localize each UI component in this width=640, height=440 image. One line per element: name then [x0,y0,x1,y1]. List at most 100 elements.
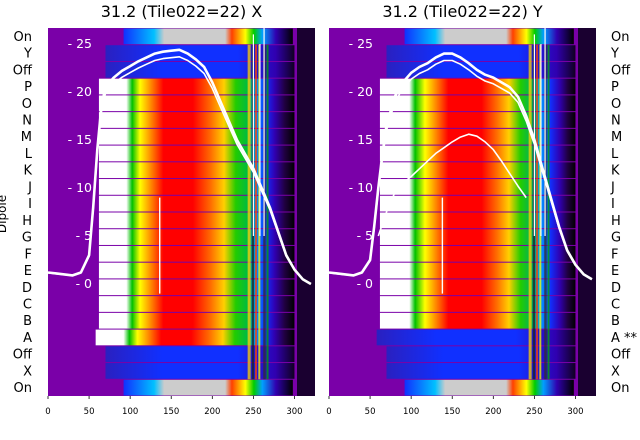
heatmap-row-11 [98,195,295,212]
heatmap-row-17 [379,296,576,312]
heatmap-row-10 [379,179,576,195]
y-axis-label: Dipole [0,195,9,233]
y-tick-label: - 15 [68,132,92,147]
row-label: I [28,197,32,212]
x-tick-label: 300 [567,407,583,417]
stripe-6 [547,44,550,380]
heatmap-row-1 [123,28,293,45]
row-label: H [22,214,32,229]
secondary-line [377,133,527,237]
row-label: L [611,147,619,162]
heatmap-row-8 [379,145,576,162]
stripe-1 [528,44,532,380]
row-label: M [611,130,622,145]
y-tick-label: - 20 [349,84,373,99]
heatmap-row-19 [95,329,295,346]
heatmap-row-19 [376,329,576,346]
row-label: P [24,80,32,95]
stripe-3 [536,44,539,380]
x-tick-label: 0 [45,407,50,417]
heatmap-row-9 [98,162,295,179]
heatmap-row-6 [98,112,295,128]
heatmap-row-15 [98,262,295,279]
y-tick-label: - 25 [349,36,373,51]
x-tick-label: 250 [245,407,261,417]
x-tick-label: 200 [204,407,220,417]
row-label: Off [13,348,33,363]
row-label: P [611,80,619,95]
row-label: D [611,281,621,296]
row-label: X [611,364,620,379]
row-label: Off [611,348,631,363]
row-label: On [611,30,629,45]
row-label: N [22,114,32,129]
heatmap-row-20 [105,346,295,363]
plot-area [48,28,315,396]
row-label: Off [611,63,631,78]
chart-title: 31.2 (Tile022=22) X [101,2,263,21]
y-tick-label: - 10 [68,180,92,195]
row-label: E [611,264,619,279]
row-label: H [611,214,621,229]
x-tick-label: 0 [326,407,331,417]
y-tick-label: - 0 [76,276,92,291]
row-label: K [611,164,620,179]
heatmap-row-17 [98,296,295,312]
panel-y: 31.2 (Tile022=22) Y 0 50 100 150 200 250 300 - 0… [326,2,637,417]
heatmap-row-12 [98,212,295,229]
row-label: X [23,364,32,379]
row-label: A ** [611,331,638,346]
heatmap-row-5 [379,95,576,112]
heatmap-row-13 [379,229,576,245]
heatmap-row-1 [404,28,574,45]
heatmap-row-13 [98,229,295,245]
x-tick-label: 100 [122,407,138,417]
row-label: B [611,314,620,329]
row-label: G [611,231,621,246]
heatmap-row-21 [105,363,295,379]
stripe-1 [247,44,251,380]
stripe-3 [255,44,258,380]
row-label: C [23,298,32,313]
row-label: L [25,147,33,162]
y-tick-label: - 25 [68,36,92,51]
stripe-4 [258,44,261,380]
heatmap-row-16 [379,279,576,296]
heatmap-row-11 [379,195,576,212]
heatmap-row-21 [386,363,576,379]
chart-title: 31.2 (Tile022=22) Y [382,2,543,21]
heatmap-row-15 [379,262,576,279]
x-tick-label: 250 [526,407,542,417]
row-label: D [22,281,32,296]
y-tick-label: - 0 [357,276,373,291]
x-tick-label: 50 [365,407,376,417]
row-label: A [23,331,32,346]
plot-edge-dark [578,28,596,396]
heatmap-row-2 [386,45,576,61]
heatmap-row-2 [105,45,295,61]
row-label: Y [610,47,619,62]
heatmap-row-14 [98,245,295,262]
y-tick-label: - 15 [349,132,373,147]
heatmap-row-12 [379,212,576,229]
plot-edge-dark [297,28,315,396]
heatmap-row-4 [379,78,576,95]
row-label: F [611,247,618,262]
row-label: O [22,97,32,112]
y-tick-label: - 20 [68,84,92,99]
heatmap-row-18 [379,312,576,329]
row-label: N [611,114,621,129]
row-label: Off [13,63,33,78]
x-tick-label: 150 [444,407,460,417]
heatmap-row-18 [98,312,295,329]
x-tick-label: 150 [163,407,179,417]
row-label: J [610,180,615,195]
row-label: I [611,197,615,212]
row-label: M [21,130,32,145]
heatmap-row-5 [98,95,295,112]
row-label: Y [23,47,32,62]
heatmap-row-22 [404,379,574,396]
row-label: B [23,314,32,329]
row-label: On [14,30,32,45]
